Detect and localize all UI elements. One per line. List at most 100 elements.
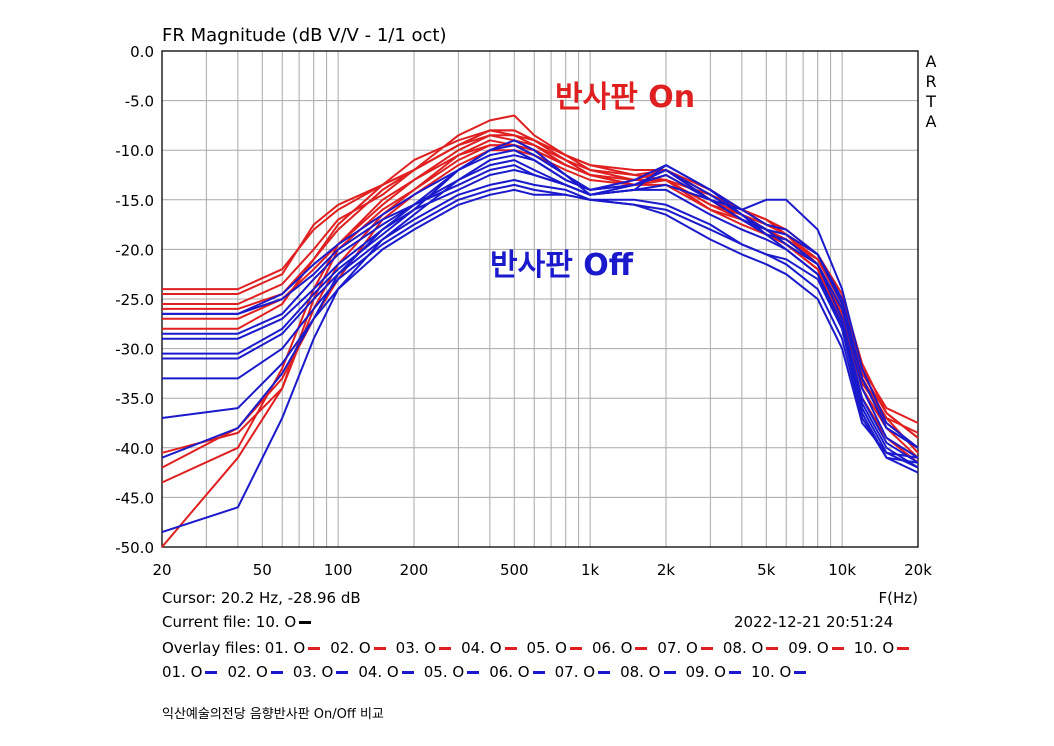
overlay-file: 04. O (461, 637, 517, 661)
overlay-file-swatch (766, 647, 779, 650)
overlay-file-label: 03. O (292, 662, 334, 681)
x-tick-label: 2k (657, 561, 676, 579)
x-axis-label: F(Hz) (879, 589, 919, 607)
caption: 익산예술의전당 음향반사판 On/Off 비교 (162, 707, 384, 722)
vendor-letter: T (926, 92, 936, 111)
overlay-label: Overlay files: (162, 639, 261, 657)
overlay-file-label: 10. O (853, 639, 895, 657)
overlay-file-label: 09. O (788, 639, 829, 657)
overlay-file-label: 04. O (461, 639, 502, 657)
current-file-label: Current file: 10. O (162, 613, 297, 631)
overlay-file-label: 03. O (395, 639, 437, 657)
overlay-file: 03. O (395, 637, 452, 661)
overlay-file-swatch (439, 647, 452, 650)
overlay-file-swatch (635, 647, 648, 650)
overlay-file: 08. O (620, 661, 676, 685)
overlay-file-swatch (532, 670, 545, 674)
y-tick-label: -20.0 (115, 241, 154, 259)
overlay-file: 09. O (788, 637, 844, 661)
overlay-file-swatch (897, 647, 910, 650)
chart-title: FR Magnitude (dB V/V - 1/1 oct) (162, 25, 447, 46)
overlay-file-swatch (663, 670, 676, 674)
overlay-file-swatch (308, 647, 321, 650)
series-layer (161, 114, 919, 548)
overlay-file-swatch (598, 670, 611, 674)
overlay-file-label: 07. O (657, 639, 698, 657)
overlay-file: 05. O (423, 661, 480, 685)
overlay-file-label: 07. O (554, 662, 596, 681)
overlay-file-label: 06. O (489, 662, 530, 681)
x-tick-label: 5k (757, 561, 776, 579)
overlay-file-label: 05. O (423, 662, 465, 681)
overlay-file: 03. O (292, 661, 349, 685)
datetime: 2022-12-21 20:51:24 (734, 613, 894, 631)
overlay-file-swatch (700, 647, 713, 650)
y-tick-label: -30.0 (115, 341, 154, 359)
y-tick-label: -25.0 (115, 291, 154, 309)
overlay-file-swatch (401, 670, 414, 674)
overlay-file: 06. O (591, 637, 648, 661)
vendor-mark: A R T A (924, 52, 938, 132)
current-file: Current file: 10. O (162, 613, 312, 631)
overlay-file-swatch (373, 647, 386, 650)
grid-lines (162, 50, 918, 548)
overlay-file-swatch (270, 670, 283, 674)
x-tick-label: 20 (152, 561, 171, 579)
y-tick-label: -15.0 (115, 192, 154, 210)
series-line-9 (161, 144, 919, 548)
overlay-file: 07. O (657, 637, 713, 661)
overlay-file-swatch (831, 647, 844, 650)
overlay-file-label: 09. O (685, 662, 726, 681)
overlay-file: 09. O (686, 661, 741, 685)
series-line-16 (162, 183, 919, 464)
overlay-file-label: 10. O (750, 662, 792, 681)
overlay-file-label: 04. O (358, 662, 399, 681)
overlay-file-label: 05. O (526, 639, 567, 657)
overlay-file-label: 01. O (264, 639, 306, 657)
y-tick-label: -50.0 (115, 539, 154, 557)
cursor-readout: Cursor: 20.2 Hz, -28.96 dB (162, 589, 361, 607)
overlay-file-label: 01. O (162, 662, 203, 681)
x-tick-labels: 20 50 100 200 500 1k 2k 5k 10k 20k (152, 561, 932, 579)
series-line-18 (161, 154, 919, 534)
y-tick-label: -10.0 (115, 142, 154, 160)
overlay-file-label: 08. O (722, 639, 764, 657)
series-line-10 (162, 129, 919, 424)
overlay-file-label: 02. O (330, 639, 371, 657)
overlay-file: 02. O (330, 637, 386, 661)
series-line-13 (162, 169, 919, 469)
overlay-file: 10. O (853, 637, 910, 661)
y-tick-label: -5.0 (125, 93, 154, 111)
y-tick-labels: 0.0 -5.0 -10.0 -15.0 -20.0 -25.0 -30.0 -35.0 -40… (115, 43, 154, 557)
y-tick-label: -35.0 (115, 390, 154, 408)
x-tick-label: 50 (253, 561, 272, 579)
series-line-5 (162, 134, 919, 454)
current-file-swatch (299, 621, 312, 624)
annotation-on: 반사판 On (555, 80, 695, 115)
overlay-file: 05. O (527, 637, 582, 661)
series-line-17 (161, 188, 919, 459)
series-line-7 (161, 149, 919, 469)
overlay-file: 06. O (489, 661, 545, 685)
vendor-letter: A (925, 52, 937, 71)
x-tick-label: 1k (581, 561, 600, 579)
overlay-file-swatch (569, 647, 582, 650)
y-tick-label: 0.0 (130, 43, 154, 61)
overlay-file: 08. O (722, 637, 779, 661)
y-tick-label: -40.0 (115, 440, 154, 458)
overlay-file-label: 06. O (591, 639, 633, 657)
x-tick-label: 500 (500, 561, 529, 579)
x-tick-label: 10k (828, 561, 856, 579)
series-line-20 (162, 149, 919, 449)
x-tick-label: 200 (400, 561, 429, 579)
overlay-file-swatch (205, 670, 218, 674)
y-tick-label: -45.0 (115, 489, 154, 507)
overlay-file-label: 02. O (227, 662, 268, 681)
x-tick-label: 100 (324, 561, 353, 579)
overlay-file: 10. O (750, 661, 807, 685)
overlay-file-swatch (336, 670, 349, 674)
overlay-file: 07. O (554, 661, 611, 685)
series-line-11 (162, 164, 919, 449)
